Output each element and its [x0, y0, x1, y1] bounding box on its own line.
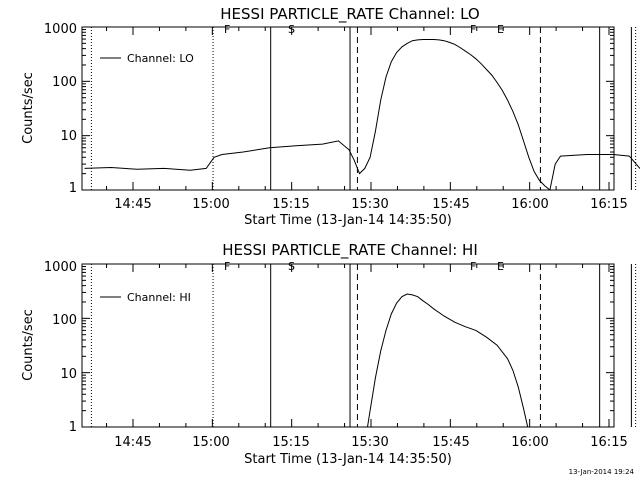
- panel-lo-xtick-label: 16:15: [590, 197, 627, 212]
- panel-hi-xtick-label: 15:30: [351, 435, 388, 450]
- panel-lo-xtick-label: 16:00: [511, 197, 548, 212]
- panel-lo-plot-area: [81, 26, 615, 191]
- panel-lo-ytick-label: 1: [69, 181, 77, 196]
- panel-lo-xtick-label: 15:00: [192, 197, 229, 212]
- panel-hi-x-ticks: [106, 264, 610, 427]
- panel-lo-marker-label: S: [288, 23, 295, 36]
- panel-hi-event-markers: [90, 264, 637, 427]
- panel-lo-y-ticks: [82, 26, 614, 191]
- panel-lo-legend-label: Channel: LO: [127, 52, 194, 65]
- panel-hi-marker-label: E: [497, 260, 504, 273]
- panel-hi-legend: Channel: HI: [100, 291, 191, 304]
- panel-lo-axis-box: [81, 26, 615, 191]
- panel-lo-event-markers: [90, 27, 637, 190]
- panel-hi-ytick-label: 1: [69, 420, 77, 435]
- panel-lo-marker-label: F: [470, 23, 476, 36]
- panel-hi-xtick-label: 14:45: [114, 435, 151, 450]
- panel-hi-marker-label: F: [470, 260, 476, 273]
- panel-lo-x-axis-title: Start Time (13-Jan-14 14:35:50): [244, 213, 452, 228]
- panel-lo-title: HESSI PARTICLE_RATE Channel: LO: [220, 5, 479, 24]
- panel-lo-xtick-label: 15:45: [432, 197, 469, 212]
- panel-lo-marker-label: F: [224, 23, 230, 36]
- panel-hi-series-line: [367, 293, 529, 428]
- panel-hi-ytick-label: 10: [60, 367, 77, 382]
- panel-hi-ytick-label: 1000: [44, 260, 77, 275]
- panel-hi-y-ticks: [82, 263, 614, 428]
- panel-lo-ytick-label: 1000: [44, 22, 77, 37]
- panel-lo-xtick-label: 15:30: [351, 197, 388, 212]
- panel-hi-xtick-label: 15:15: [272, 435, 309, 450]
- panel-hi-x-axis-title: Start Time (13-Jan-14 14:35:50): [244, 452, 452, 467]
- panel-hi-xtick-label: 15:45: [432, 435, 469, 450]
- panel-lo-series-line: [84, 39, 640, 191]
- panel-hi-marker-label: F: [224, 260, 230, 273]
- panel-lo-ytick-label: 100: [52, 75, 77, 90]
- panel-hi-legend-label: Channel: HI: [127, 291, 191, 304]
- panel-lo-ytick-label: 10: [60, 129, 77, 144]
- panel-hi-ytick-label: 100: [52, 313, 77, 328]
- panel-hi-marker-label: S: [288, 260, 295, 273]
- panel-lo-legend: Channel: LO: [100, 52, 194, 65]
- panel-hi-xtick-label: 16:15: [590, 435, 627, 450]
- panel-lo-y-axis-title: Counts/sec: [21, 72, 36, 144]
- panel-lo-x-ticks: [106, 27, 610, 190]
- panel-hi-xtick-label: 16:00: [511, 435, 548, 450]
- panel-lo: HESSI PARTICLE_RATE Channel: LO Channel:…: [21, 5, 640, 228]
- panel-hi-plot-area: [81, 263, 615, 428]
- panel-hi-y-axis-title: Counts/sec: [21, 309, 36, 381]
- plot-timestamp: 13-Jan-2014 19:24: [569, 468, 635, 476]
- panel-hi: HESSI PARTICLE_RATE Channel: HI Channel:…: [21, 241, 637, 467]
- panel-hi-title: HESSI PARTICLE_RATE Channel: HI: [222, 241, 478, 260]
- panel-hi-axis-box: [81, 263, 615, 428]
- panel-lo-xtick-label: 14:45: [114, 197, 151, 212]
- panel-lo-marker-label: E: [497, 23, 504, 36]
- panel-hi-xtick-label: 15:00: [192, 435, 229, 450]
- panel-lo-xtick-label: 15:15: [272, 197, 309, 212]
